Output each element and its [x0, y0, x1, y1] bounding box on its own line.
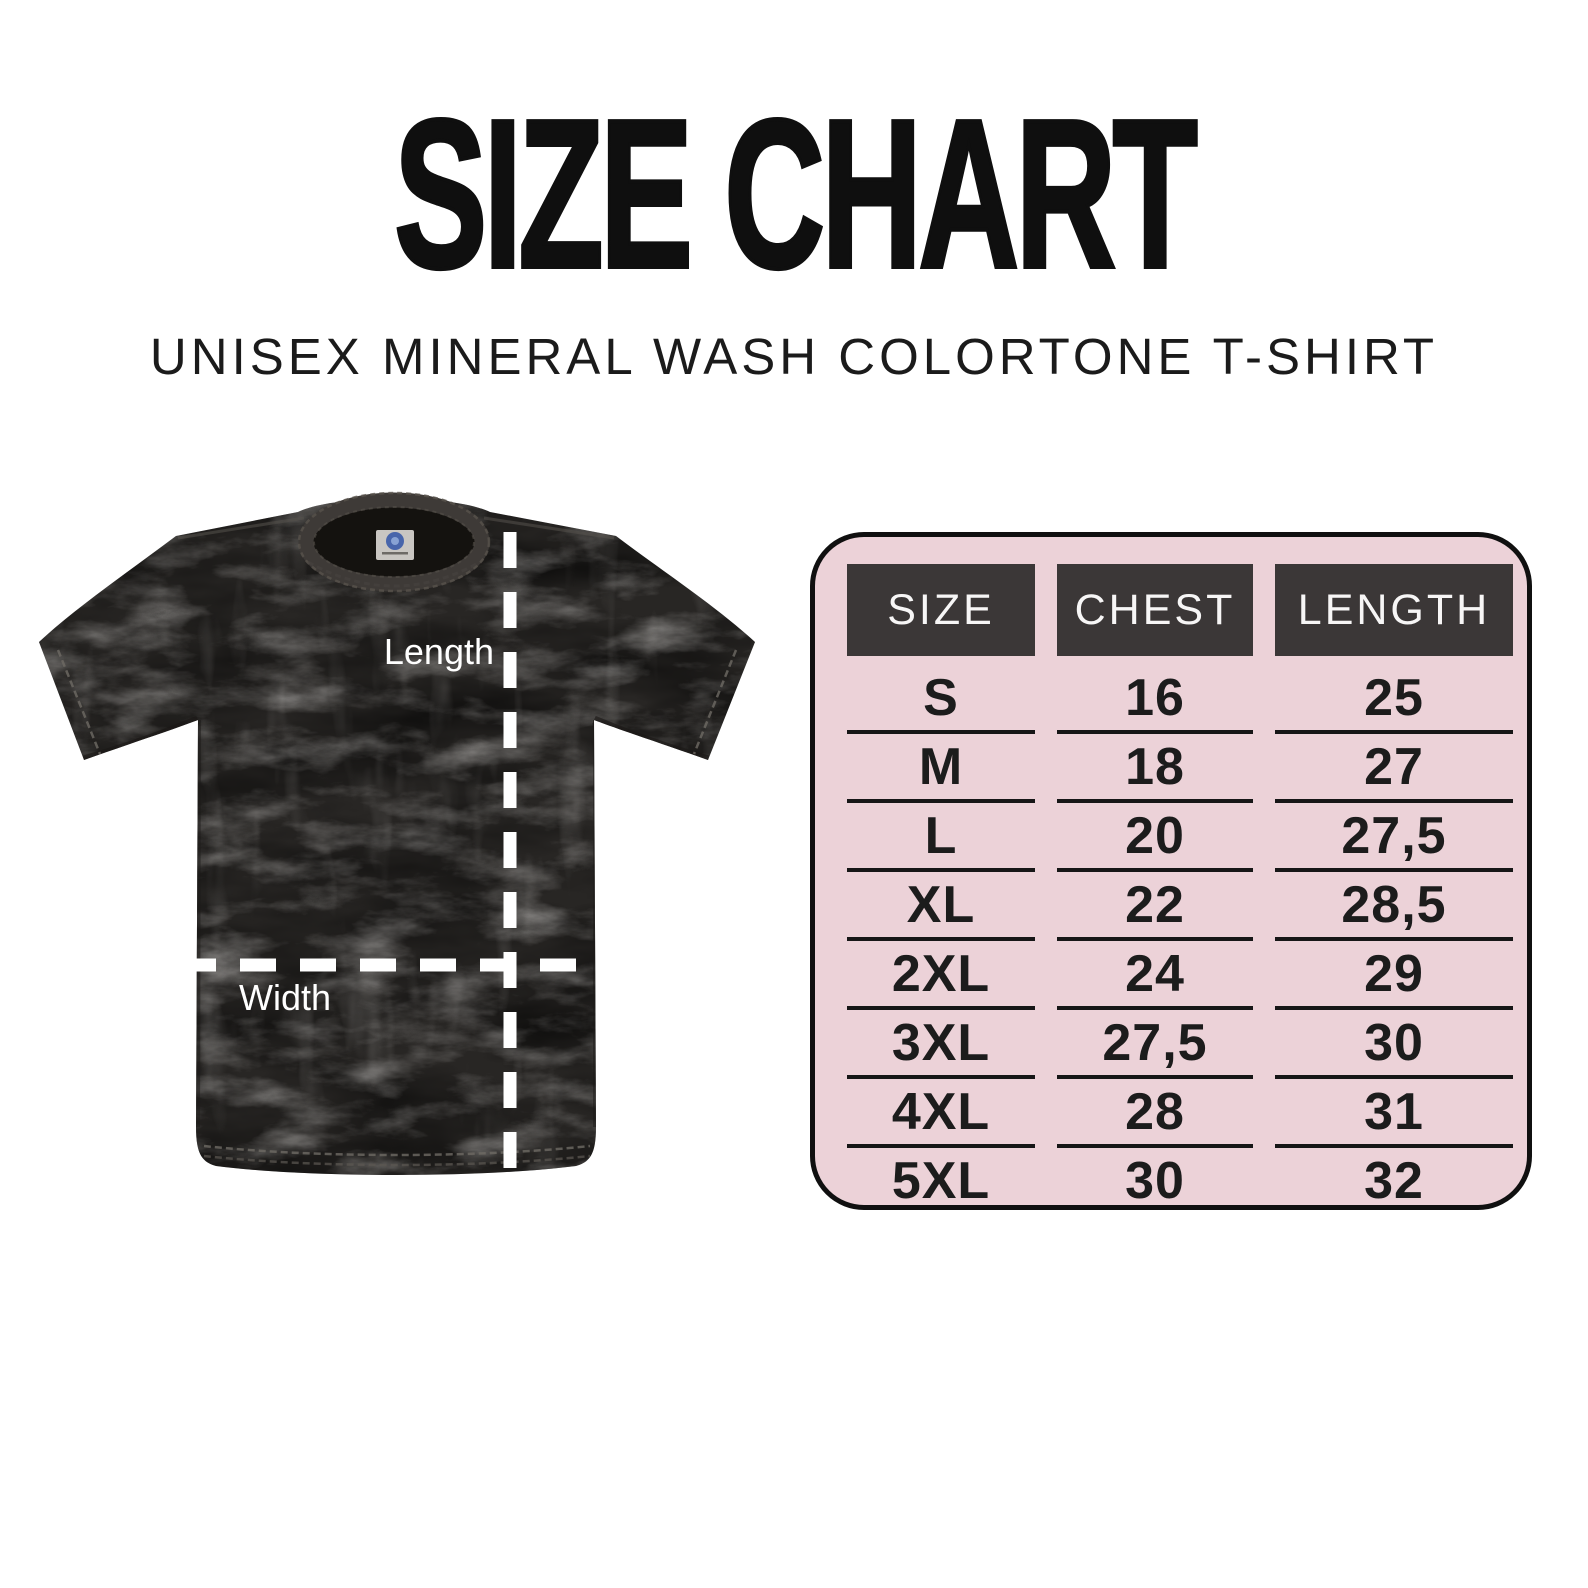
size-table-cell: 3XL — [847, 1010, 1035, 1079]
size-table-cell: 27,5 — [1275, 803, 1513, 872]
size-table-header-length: LENGTH — [1275, 564, 1513, 656]
size-table-cell: 18 — [1057, 734, 1253, 803]
page-title: SIZE CHART — [0, 75, 1588, 312]
size-table-cell: 24 — [1057, 941, 1253, 1010]
tshirt-figure: Length Width — [36, 482, 786, 1192]
size-table-cell: M — [847, 734, 1035, 803]
size-table-cell: 28 — [1057, 1079, 1253, 1148]
tshirt-collar — [297, 491, 491, 593]
size-table-header-chest: CHEST — [1057, 564, 1253, 656]
size-table-cell: 4XL — [847, 1079, 1035, 1148]
page-subtitle: UNISEX MINERAL WASH COLORTONE T-SHIRT — [149, 328, 1439, 385]
size-table-cell: 32 — [1364, 1151, 1424, 1210]
size-table-cell: 5XL — [891, 1151, 991, 1210]
size-table-cell: 16 — [1057, 665, 1253, 734]
size-table-grid: SIZE CHEST LENGTH S 16 25 M 18 27 L 20 2… — [847, 564, 1513, 1213]
page-title-text: SIZE CHART — [393, 75, 1200, 312]
size-table-cell: 27 — [1275, 734, 1513, 803]
length-label: Length — [384, 631, 494, 672]
size-table-cell: 2XL — [847, 941, 1035, 1010]
size-table-cell: 29 — [1275, 941, 1513, 1010]
size-table-cell: 30 — [1275, 1010, 1513, 1079]
size-table: SIZE CHEST LENGTH S 16 25 M 18 27 L 20 2… — [810, 532, 1532, 1210]
size-table-cell: XL — [847, 872, 1035, 941]
tshirt-illustration: Length Width — [39, 491, 755, 1182]
size-table-cell: 31 — [1275, 1079, 1513, 1148]
size-table-cell: L — [847, 803, 1035, 872]
size-table-cell: S — [847, 665, 1035, 734]
size-table-cell: 20 — [1057, 803, 1253, 872]
size-table-cell: 28,5 — [1275, 872, 1513, 941]
neck-label — [376, 530, 414, 560]
size-table-cell: 30 — [1125, 1151, 1185, 1210]
width-label: Width — [239, 977, 331, 1018]
size-table-cell: 25 — [1275, 665, 1513, 734]
size-table-header-size: SIZE — [847, 564, 1035, 656]
size-table-cell: 22 — [1057, 872, 1253, 941]
tshirt-body — [39, 491, 755, 1175]
size-table-cell: 27,5 — [1057, 1010, 1253, 1079]
